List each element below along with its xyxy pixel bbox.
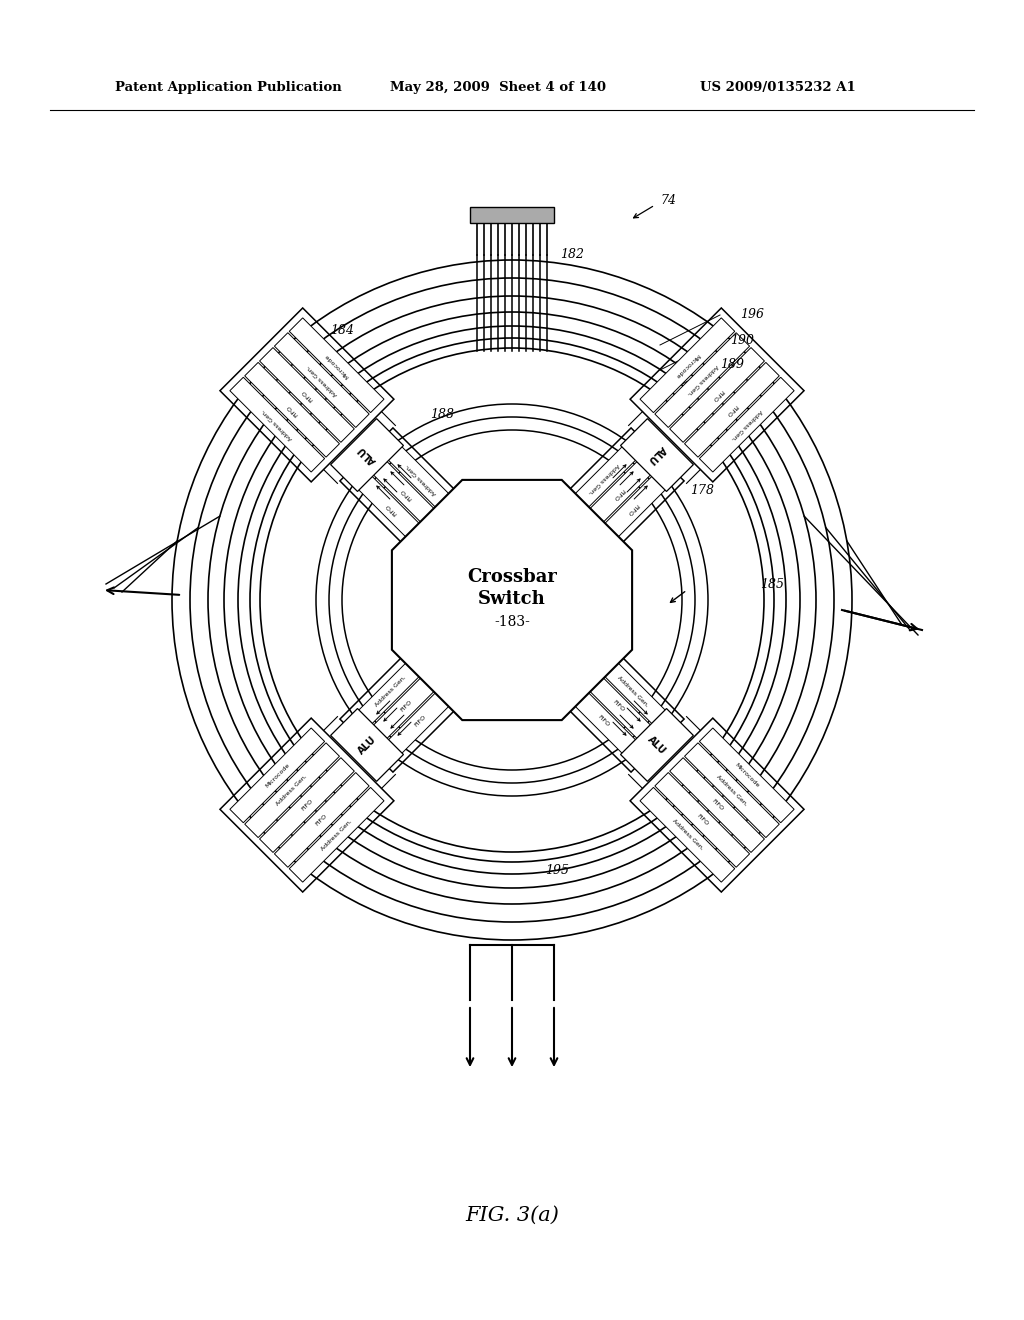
Polygon shape — [684, 743, 779, 838]
Text: FIFO: FIFO — [611, 487, 625, 500]
Text: US 2009/0135232 A1: US 2009/0135232 A1 — [700, 82, 856, 95]
Polygon shape — [274, 333, 370, 428]
Text: 185: 185 — [760, 578, 784, 591]
Polygon shape — [699, 378, 795, 473]
Polygon shape — [331, 418, 403, 491]
Text: Address Gen.: Address Gen. — [671, 818, 703, 851]
Text: Patent Application Publication: Patent Application Publication — [115, 82, 342, 95]
Text: -183-: -183- — [494, 615, 530, 630]
Polygon shape — [274, 772, 370, 867]
Text: Address Gen.: Address Gen. — [716, 774, 749, 807]
Polygon shape — [245, 743, 340, 838]
Text: Address Gen.: Address Gen. — [261, 408, 294, 441]
Polygon shape — [562, 438, 644, 520]
Text: Address Gen.: Address Gen. — [305, 363, 338, 396]
Polygon shape — [365, 665, 447, 747]
Polygon shape — [331, 709, 403, 781]
Polygon shape — [289, 788, 384, 882]
Polygon shape — [654, 333, 750, 428]
Polygon shape — [577, 453, 659, 535]
Polygon shape — [380, 680, 462, 762]
Polygon shape — [229, 378, 325, 473]
Text: 188: 188 — [430, 408, 454, 421]
Polygon shape — [640, 788, 735, 882]
Text: FIFO: FIFO — [399, 700, 413, 713]
Polygon shape — [392, 480, 632, 721]
Text: May 28, 2009  Sheet 4 of 140: May 28, 2009 Sheet 4 of 140 — [390, 82, 606, 95]
Polygon shape — [259, 758, 354, 853]
Text: FIFO: FIFO — [725, 403, 738, 417]
Text: Address Gen.: Address Gen. — [686, 363, 719, 396]
Text: FIFO: FIFO — [315, 813, 329, 826]
Text: Microcode: Microcode — [674, 352, 700, 379]
Polygon shape — [350, 649, 432, 733]
Polygon shape — [592, 649, 674, 733]
Polygon shape — [577, 665, 659, 747]
Polygon shape — [229, 729, 325, 822]
Text: FIFO: FIFO — [414, 714, 428, 727]
Text: FIFO: FIFO — [286, 403, 299, 417]
Text: Address Gen.: Address Gen. — [587, 462, 620, 495]
Polygon shape — [621, 709, 693, 781]
Text: ALU: ALU — [646, 734, 668, 756]
Text: FIFO: FIFO — [384, 502, 398, 516]
Text: FIFO: FIFO — [596, 714, 610, 727]
Polygon shape — [289, 318, 384, 413]
Text: ALU: ALU — [646, 444, 668, 466]
Text: 189: 189 — [720, 359, 744, 371]
Text: 178: 178 — [690, 483, 714, 496]
Polygon shape — [350, 467, 432, 550]
Text: Address Gen.: Address Gen. — [730, 408, 763, 441]
Text: 190: 190 — [730, 334, 754, 346]
Text: FIFO: FIFO — [711, 388, 724, 401]
Polygon shape — [654, 772, 750, 867]
Text: 74: 74 — [660, 194, 676, 206]
Text: Crossbar
Switch: Crossbar Switch — [467, 568, 557, 609]
Polygon shape — [365, 453, 447, 535]
Polygon shape — [670, 758, 765, 853]
Text: Address Gen.: Address Gen. — [616, 675, 649, 708]
Text: FIFO: FIFO — [300, 799, 313, 812]
Text: Address Gen.: Address Gen. — [404, 462, 437, 495]
Text: Microcode: Microcode — [264, 762, 291, 788]
Text: ALU: ALU — [356, 734, 378, 756]
Text: Address Gen.: Address Gen. — [275, 774, 308, 807]
Text: 182: 182 — [560, 248, 584, 261]
Text: Microcode: Microcode — [733, 762, 760, 788]
Text: FIFO: FIFO — [611, 700, 625, 713]
Text: 196: 196 — [740, 309, 764, 322]
Polygon shape — [670, 347, 765, 442]
Text: FIFO: FIFO — [626, 502, 640, 516]
Text: FIFO: FIFO — [300, 388, 313, 401]
Polygon shape — [259, 347, 354, 442]
Polygon shape — [640, 318, 735, 413]
Text: FIFO: FIFO — [399, 487, 413, 500]
Bar — [470, 207, 554, 223]
Polygon shape — [684, 363, 779, 457]
Text: FIFO: FIFO — [711, 799, 724, 812]
Polygon shape — [562, 680, 644, 762]
Text: FIG. 3(a): FIG. 3(a) — [465, 1205, 559, 1225]
Polygon shape — [245, 363, 340, 457]
Text: 184: 184 — [330, 323, 354, 337]
Polygon shape — [621, 418, 693, 491]
Polygon shape — [592, 467, 674, 550]
Text: Address Gen.: Address Gen. — [321, 818, 353, 851]
Text: ALU: ALU — [356, 444, 378, 466]
Polygon shape — [380, 438, 462, 520]
Text: Microcode: Microcode — [324, 352, 350, 379]
Text: FIFO: FIFO — [695, 813, 709, 826]
Polygon shape — [699, 729, 795, 822]
Text: Address Gen.: Address Gen. — [375, 675, 408, 708]
Text: 195: 195 — [545, 863, 569, 876]
